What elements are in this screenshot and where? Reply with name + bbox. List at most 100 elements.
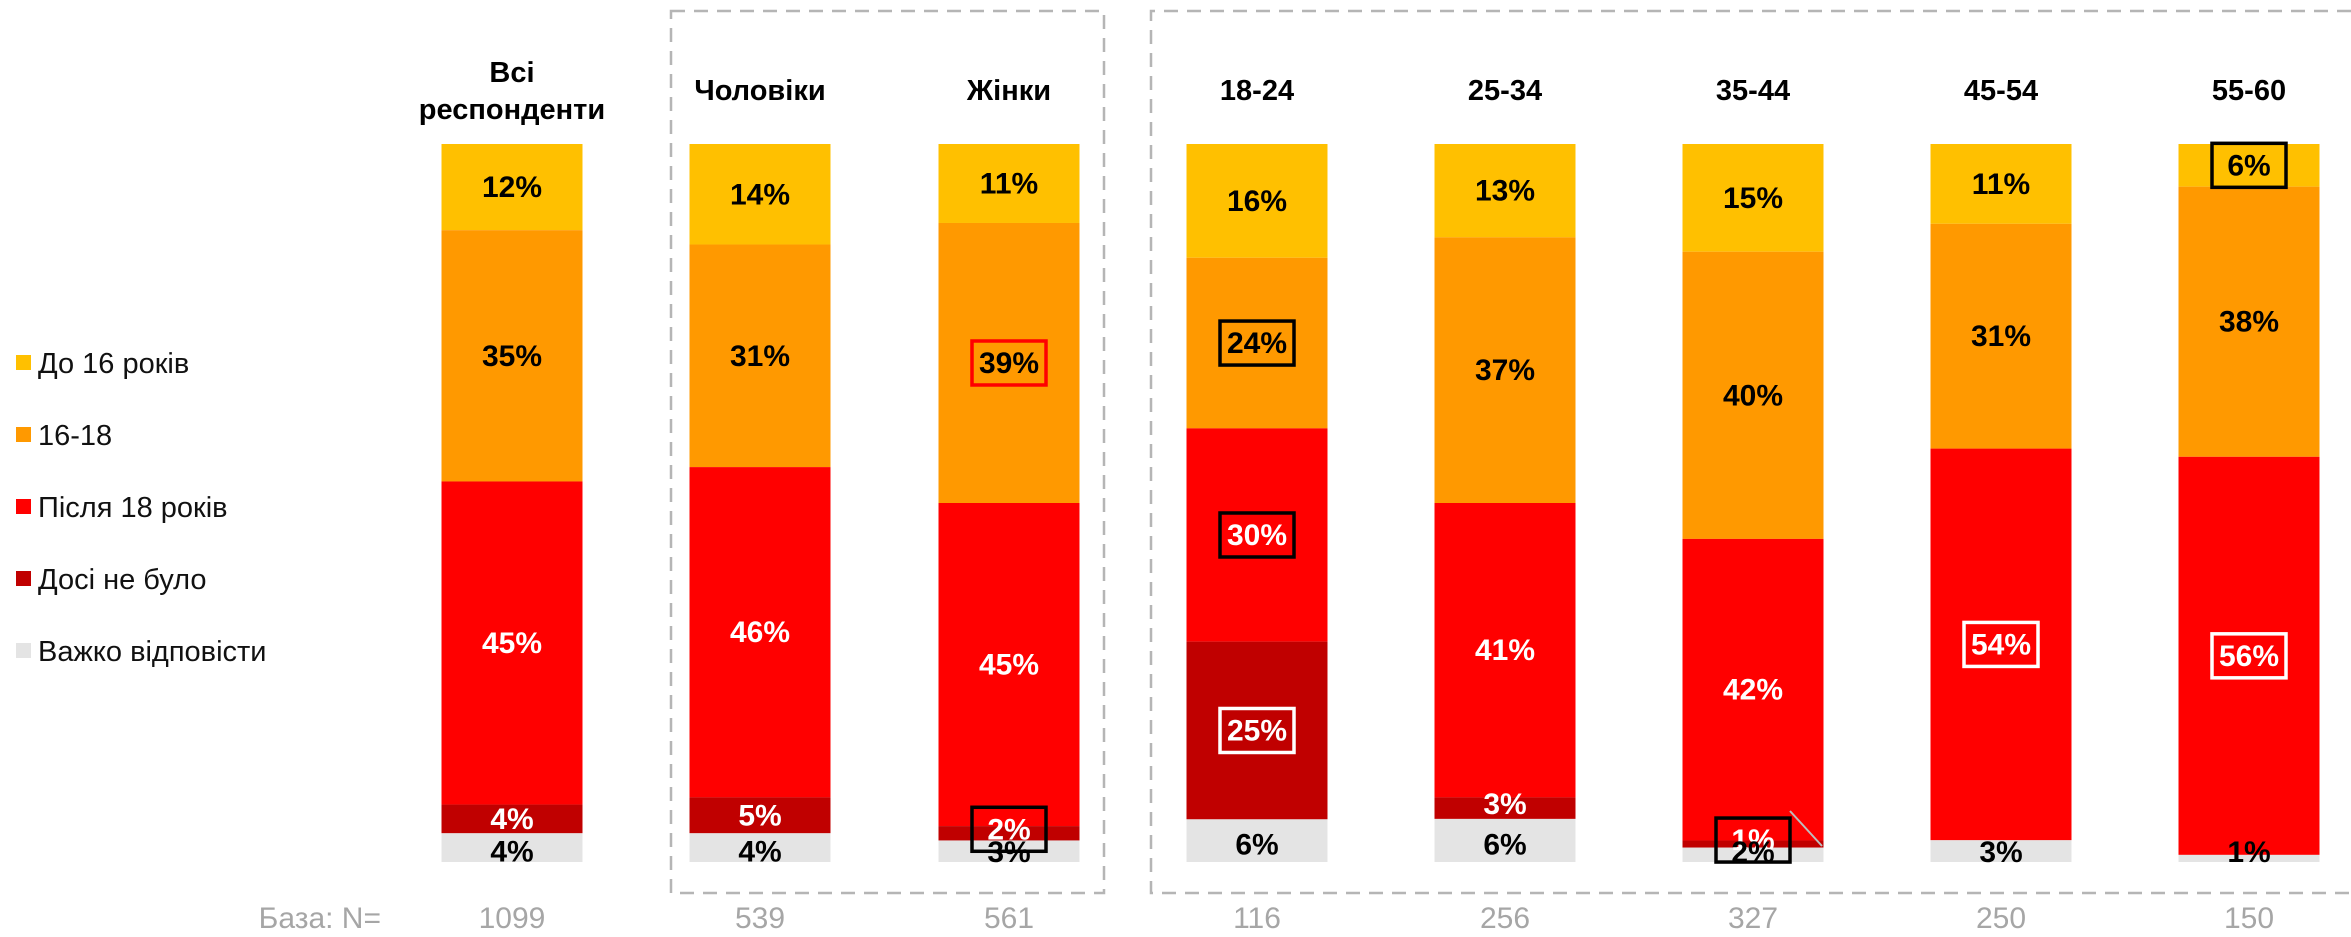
data-label-8-5: 1% (2227, 836, 2270, 869)
data-label-2-2: 31% (730, 340, 790, 373)
highlight-box-6-4 (1714, 816, 1792, 864)
bar-segment-1-2 (441, 230, 583, 482)
data-label-5-5: 6% (1483, 828, 1526, 861)
legend-swatch-4 (16, 571, 31, 586)
bar-segment-7-1 (1930, 144, 2072, 224)
data-label-2-1: 14% (730, 178, 790, 211)
leader-line (1789, 810, 1823, 847)
data-label-7-2: 31% (1971, 320, 2031, 353)
legend-label-2: 16-18 (38, 420, 112, 452)
group-frame-2 (1149, 9, 2351, 895)
data-label-6-2: 40% (1723, 379, 1783, 412)
data-label-2-3: 46% (730, 616, 790, 649)
data-label-5-1: 13% (1475, 175, 1535, 208)
data-label-6-3: 42% (1723, 674, 1783, 707)
base-value-8: 150 (2224, 902, 2274, 935)
legend-label-5: Важко відповісти (38, 636, 267, 668)
column-header-7: 45-54 (1964, 75, 2038, 107)
bar-segment-1-1 (441, 144, 583, 231)
data-label-2-5: 4% (738, 836, 781, 869)
column-header-5: 25-34 (1468, 75, 1542, 107)
highlight-box-4-4 (1218, 706, 1296, 755)
data-label-1-1: 12% (482, 171, 542, 204)
bar-segment-3-1 (938, 144, 1080, 223)
data-label-8-1: 6% (2227, 149, 2270, 182)
bar-segment-6-2 (1682, 251, 1824, 539)
data-label-3-2: 39% (979, 347, 1039, 380)
bar-segment-4-5 (1186, 819, 1328, 862)
bar-segment-1-3 (441, 481, 583, 805)
bar-segment-4-1 (1186, 144, 1328, 258)
bar-segment-5-1 (1434, 144, 1576, 238)
data-label-6-1: 15% (1723, 182, 1783, 215)
bar-segment-5-5 (1434, 818, 1576, 862)
data-label-4-1: 16% (1227, 185, 1287, 218)
data-label-4-5: 6% (1235, 829, 1278, 862)
base-value-6: 327 (1728, 902, 1778, 935)
base-value-3: 561 (984, 902, 1034, 935)
group-frames (669, 9, 2351, 895)
base-value-5: 256 (1480, 902, 1530, 935)
highlight-box-7-3 (1962, 620, 2040, 669)
column-headers: Всі респонденти Чоловіки Жінки 18-24 25-34 35-… (419, 57, 2286, 126)
bar-segment-5-2 (1434, 237, 1576, 503)
column-header-1: Всі (489, 57, 534, 89)
data-label-4-3: 30% (1227, 519, 1287, 552)
bar-segment-8-2 (2178, 186, 2320, 457)
bar-segment-4-3 (1186, 428, 1328, 642)
bar-segment-8-1 (2178, 144, 2320, 187)
highlight-box-8-3 (2210, 632, 2288, 680)
data-label-5-2: 37% (1475, 354, 1535, 387)
data-label-6-5: 2% (1731, 836, 1774, 869)
data-label-5-4: 3% (1483, 788, 1526, 821)
data-label-1-2: 35% (482, 340, 542, 373)
base-label: База: N= (259, 902, 381, 935)
bar-segment-2-1 (689, 144, 831, 245)
bar-segment-8-3 (2178, 456, 2320, 855)
data-label-3-4: 2% (987, 813, 1030, 846)
legend-label-4: Досі не було (38, 564, 207, 596)
column-header-8: 55-60 (2212, 75, 2286, 107)
legend-swatch-5 (16, 643, 31, 658)
bar-segment-6-3 (1682, 538, 1824, 841)
data-label-3-3: 45% (979, 649, 1039, 682)
base-value-1: 1099 (479, 902, 546, 935)
data-label-7-5: 3% (1979, 836, 2022, 869)
column-header-6: 35-44 (1716, 75, 1790, 107)
bar-segment-7-2 (1930, 223, 2072, 449)
base-value-7: 250 (1976, 902, 2026, 935)
data-label-3-5: 3% (987, 836, 1030, 869)
data-label-2-4: 5% (738, 799, 781, 832)
bar-segment-5-4 (1434, 797, 1576, 819)
highlight-box-4-3 (1218, 511, 1296, 559)
base-value-2: 539 (735, 902, 785, 935)
group-frame-1 (669, 9, 1106, 895)
bar-segment-1-4 (441, 804, 583, 834)
base-row: База: N= 1099 539 561 116 256 327 250 150 (259, 902, 2274, 935)
data-label-7-1: 11% (1972, 168, 2030, 201)
bar-segment-4-2 (1186, 257, 1328, 429)
highlight-box-3-2 (970, 339, 1048, 387)
legend-swatch-2 (16, 427, 31, 442)
highlight-box-3-4 (970, 805, 1048, 854)
data-label-6-4: 1% (1731, 824, 1774, 857)
bar-segment-1-5 (441, 833, 583, 862)
bar-segment-4-4 (1186, 641, 1328, 820)
data-label-8-2: 38% (2219, 306, 2279, 339)
data-label-5-3: 41% (1475, 634, 1535, 667)
column-header-3: Жінки (966, 75, 1051, 107)
legend: До 16 років 16-18 Після 18 років Досі не бу… (16, 348, 267, 668)
bar-segment-5-3 (1434, 503, 1576, 798)
legend-swatch-1 (16, 355, 31, 370)
bar-segment-3-2 (938, 222, 1080, 504)
bar-segment-2-5 (689, 833, 831, 862)
data-label-8-3: 56% (2219, 640, 2279, 673)
bar-segment-2-3 (689, 467, 831, 798)
bar-segment-7-5 (1930, 840, 2072, 862)
data-label-1-4: 4% (490, 803, 533, 836)
column-header-4: 18-24 (1220, 75, 1294, 107)
column-header-2: Чоловіки (694, 75, 825, 107)
highlight-box-4-2 (1218, 319, 1296, 367)
bar-segment-6-4 (1682, 840, 1824, 848)
